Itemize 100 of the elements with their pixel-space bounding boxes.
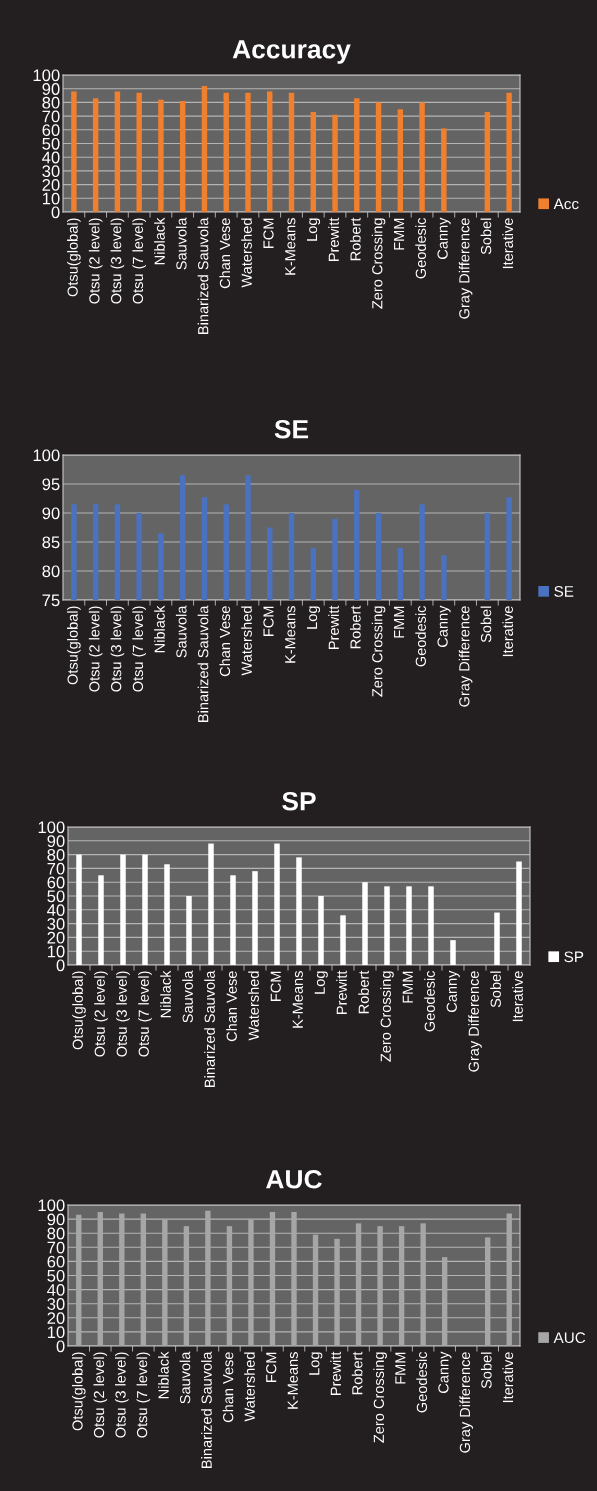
bar xyxy=(97,1212,103,1346)
y-tick-label: 10 xyxy=(47,945,65,958)
x-tick-label: Prewitt xyxy=(328,605,339,649)
x-tick-label: Robert xyxy=(351,1351,363,1395)
bar xyxy=(98,875,104,965)
bar xyxy=(354,98,360,212)
x-tick-label: Chan Vese xyxy=(219,218,231,289)
y-tick-label: 40 xyxy=(47,904,65,916)
x-tick-label: Geodesic xyxy=(415,605,426,667)
y-tick-label: 100 xyxy=(33,449,60,462)
y-tick-label: 60 xyxy=(47,876,65,889)
y-tick-label: 70 xyxy=(47,862,65,875)
y-tick-label: 30 xyxy=(47,918,65,930)
x-tick-label: Otsu (7 level) xyxy=(138,971,152,1057)
bar xyxy=(136,92,142,212)
x-tick-label: Otsu (3 level) xyxy=(115,1352,129,1438)
bar xyxy=(375,102,382,212)
x-tick-label: FCM xyxy=(266,1352,277,1382)
x-tick-label: Otsu (7 level) xyxy=(136,1352,151,1438)
bar xyxy=(223,92,229,212)
bar xyxy=(120,854,126,965)
x-tick-label: FCM xyxy=(263,218,274,248)
x-tick-label: Iterative xyxy=(502,606,514,657)
x-tick-label: Otsu (3 level) xyxy=(110,218,125,304)
bar xyxy=(92,98,99,212)
bar xyxy=(506,92,512,212)
y-tick-label: 75 xyxy=(42,594,60,607)
y-tick-label: 95 xyxy=(42,478,60,491)
x-tick-label: Gray Difference xyxy=(468,971,482,1072)
bar xyxy=(288,92,295,212)
bar xyxy=(186,896,192,965)
bar xyxy=(291,1212,297,1346)
bar xyxy=(230,875,236,965)
x-tick-label: K-Means xyxy=(285,606,296,663)
y-tick-label: 80 xyxy=(47,1227,65,1240)
legend-label: SE xyxy=(554,586,574,597)
y-tick-label: 80 xyxy=(42,96,60,109)
y-tick-label: 40 xyxy=(42,151,60,164)
x-tick-label: Binarized Sauvola xyxy=(197,605,209,722)
bar xyxy=(252,871,258,965)
x-tick-label: Canny xyxy=(437,605,451,647)
bar xyxy=(420,1223,426,1346)
x-tick-label: Binarized Sauvola xyxy=(201,1351,212,1468)
y-tick-label: 90 xyxy=(47,1213,65,1226)
x-tick-label: Chan Vese xyxy=(226,971,237,1042)
x-tick-label: K-Means xyxy=(285,218,296,275)
x-tick-label: Geodesic xyxy=(416,1351,428,1413)
x-tick-label: Otsu(global) xyxy=(67,218,81,297)
y-tick-label: 100 xyxy=(38,1199,65,1212)
x-tick-label: Robert xyxy=(349,605,361,649)
y-tick-label: 30 xyxy=(47,1298,65,1310)
bar xyxy=(355,1223,362,1346)
y-tick-label: 0 xyxy=(51,206,60,219)
x-tick-label: Zero Crossing xyxy=(371,218,386,309)
x-tick-label: FMM xyxy=(395,1352,406,1384)
y-tick-label: 70 xyxy=(47,1241,65,1254)
x-tick-label: Sobel xyxy=(490,971,501,1008)
y-tick-label: 50 xyxy=(47,1269,65,1282)
bar xyxy=(384,886,390,965)
x-tick-label: Robert xyxy=(349,217,361,261)
legend-label: AUC xyxy=(553,1332,586,1344)
x-tick-label: FMM xyxy=(394,218,405,250)
x-tick-label: Log xyxy=(309,1352,323,1375)
x-tick-label: Robert xyxy=(358,970,369,1014)
bar xyxy=(179,101,186,212)
bar xyxy=(377,1226,383,1346)
bar xyxy=(162,1219,168,1346)
x-tick-label: Gray Difference xyxy=(458,606,473,707)
y-tick-label: 100 xyxy=(38,821,65,834)
y-tick-label: 40 xyxy=(47,1284,65,1296)
bar xyxy=(494,912,500,965)
bar xyxy=(158,99,164,212)
x-tick-label: Geodesic xyxy=(424,970,435,1032)
bar xyxy=(76,1214,82,1346)
x-tick-label: Otsu (7 level) xyxy=(132,218,146,304)
y-tick-label: 80 xyxy=(42,565,60,578)
x-tick-label: Zero Crossing xyxy=(380,971,394,1062)
bar xyxy=(506,1213,512,1346)
bar xyxy=(119,1213,125,1346)
y-tick-label: 90 xyxy=(42,507,60,520)
bar xyxy=(419,102,425,212)
bar xyxy=(334,1238,340,1346)
x-tick-label: FCM xyxy=(263,606,274,636)
legend-label: SP xyxy=(564,951,584,963)
bar xyxy=(485,1237,491,1346)
x-tick-label: K-Means xyxy=(287,1352,298,1409)
y-tick-label: 60 xyxy=(47,1255,65,1268)
x-tick-label: Otsu (2 level) xyxy=(94,971,108,1057)
y-tick-label: 60 xyxy=(42,124,60,136)
bar xyxy=(208,843,214,965)
bar xyxy=(267,91,273,212)
bar xyxy=(516,861,522,965)
x-tick-label: Otsu (7 level) xyxy=(132,606,146,692)
x-tick-label: Zero Crossing xyxy=(371,606,386,697)
x-tick-label: Watershed xyxy=(241,218,252,288)
bar xyxy=(71,91,77,212)
bar xyxy=(406,886,412,965)
bar xyxy=(296,857,302,965)
x-tick-label: Prewitt xyxy=(336,970,347,1014)
x-tick-label: Otsu (3 level) xyxy=(116,971,130,1057)
